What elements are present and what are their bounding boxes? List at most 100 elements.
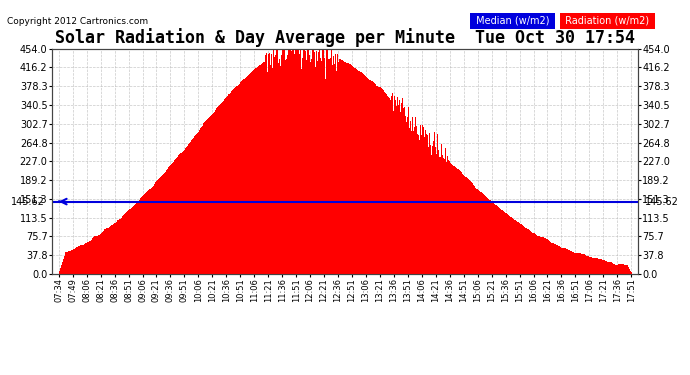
Bar [81,245,82,274]
Bar [575,253,576,274]
Bar [242,80,244,274]
Bar [595,258,597,274]
Bar [224,99,225,274]
Bar [359,72,361,274]
Bar [424,137,426,274]
Bar [86,243,87,274]
Bar [226,96,228,274]
Bar [568,250,569,274]
Bar [323,49,324,274]
Bar [377,86,378,274]
Bar [82,245,83,274]
Bar [175,159,176,274]
Bar [220,104,221,274]
Bar [587,256,589,274]
Bar [92,238,93,274]
Bar [365,76,366,274]
Bar [524,227,525,274]
Bar [623,264,624,274]
Bar [286,59,287,274]
Bar [142,196,144,274]
Bar [84,244,85,274]
Bar [162,175,163,274]
Bar [157,180,158,274]
Bar [148,190,149,274]
Bar [591,257,592,274]
Bar [462,174,464,274]
Bar [103,231,104,274]
Bar [573,252,574,274]
Bar [614,264,615,274]
Bar [223,100,224,274]
Bar [144,194,145,274]
Bar [245,78,246,274]
Bar [380,87,381,274]
Bar [435,154,437,274]
Bar [504,211,505,274]
Bar [65,252,66,274]
Bar [473,186,475,274]
Bar [552,243,553,274]
Bar [68,251,70,274]
Bar [556,245,557,274]
Bar [418,135,419,274]
Bar [416,126,417,274]
Bar [562,248,563,274]
Bar [237,86,238,274]
Bar [279,59,280,274]
Bar [384,92,385,274]
Bar [305,51,306,274]
Bar [197,133,198,274]
Bar [563,248,564,274]
Bar [295,49,296,274]
Text: Radiation (w/m2): Radiation (w/m2) [562,16,653,26]
Bar [196,134,197,274]
Bar [546,239,548,274]
Bar [275,49,277,274]
Bar [283,50,284,274]
Bar [536,235,538,274]
Bar [356,69,357,274]
Bar [141,197,142,274]
Bar [408,128,410,274]
Bar [422,125,423,274]
Bar [291,51,293,274]
Bar [93,237,95,274]
Bar [87,242,88,274]
Bar [449,162,451,274]
Bar [522,226,524,274]
Bar [350,64,351,274]
Bar [204,122,206,274]
Bar [320,58,321,274]
Bar [260,64,261,274]
Bar [125,213,126,274]
Bar [200,128,201,274]
Bar [518,222,519,274]
Bar [372,81,373,274]
Bar [428,147,429,274]
Bar [328,60,329,274]
Bar [307,49,308,274]
Bar [107,228,108,274]
Bar [210,116,211,274]
Bar [248,75,249,274]
Bar [137,202,138,274]
Bar [212,114,213,274]
Bar [392,93,393,274]
Bar [340,59,342,274]
Bar [347,63,348,274]
Bar [131,208,132,274]
Bar [322,49,323,274]
Bar [99,235,100,274]
Bar [357,70,358,274]
Bar [531,232,532,274]
Bar [603,260,604,274]
Bar [429,134,430,274]
Bar [104,230,106,274]
Bar [321,61,322,274]
Bar [470,181,471,274]
Bar [389,98,391,274]
Text: Median (w/m2): Median (w/m2) [473,16,552,26]
Bar [607,262,608,274]
Bar [288,49,290,274]
